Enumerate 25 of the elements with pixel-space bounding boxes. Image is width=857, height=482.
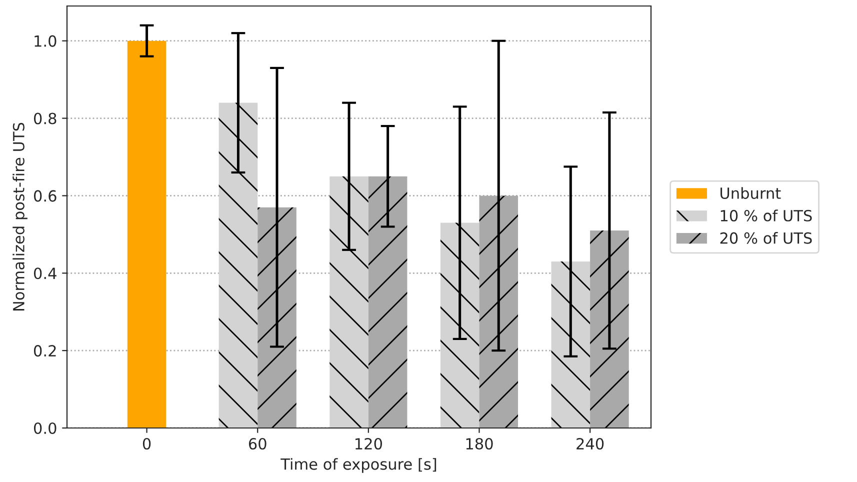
y-tick-label: 1.0 [34,35,56,47]
legend-label: 10 % of UTS [720,210,812,222]
x-tick-label: 60 [248,438,266,450]
bar [479,196,518,428]
x-tick-label: 180 [466,438,493,450]
y-tick-label: 0.4 [34,268,56,280]
x-tick-label: 0 [142,438,151,450]
y-tick-label: 0.2 [34,345,56,357]
y-tick-label: 0.0 [34,422,56,434]
x-tick-label: 120 [356,438,382,450]
bar [330,176,368,428]
bar [440,222,480,428]
x-tick-label: 240 [576,438,604,450]
x-axis-title: Time of exposure [s] [280,458,436,473]
bar [218,102,258,428]
y-tick-label: 0.6 [34,190,56,202]
bar [590,230,629,428]
y-tick-label: 0.8 [34,112,56,124]
bar [551,262,590,428]
bar [258,207,296,428]
bar [127,40,166,428]
legend-label: 20 % of UTS [720,232,812,244]
bar [368,176,408,428]
y-axis-title: Normalized post-fire UTS [12,122,28,311]
legend-label: Unburnt [720,187,781,200]
